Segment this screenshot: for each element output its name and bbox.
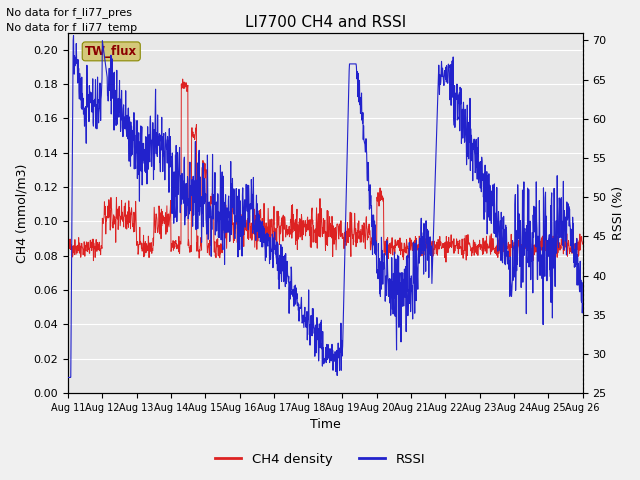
Y-axis label: CH4 (mmol/m3): CH4 (mmol/m3) [15,163,28,263]
X-axis label: Time: Time [310,419,340,432]
Text: No data for f_li77_pres: No data for f_li77_pres [6,7,132,18]
Y-axis label: RSSI (%): RSSI (%) [612,186,625,240]
Title: LI7700 CH4 and RSSI: LI7700 CH4 and RSSI [244,15,406,30]
Text: No data for f_li77_temp: No data for f_li77_temp [6,22,138,33]
Text: TW_flux: TW_flux [85,45,138,58]
Legend: CH4 density, RSSI: CH4 density, RSSI [209,447,431,471]
